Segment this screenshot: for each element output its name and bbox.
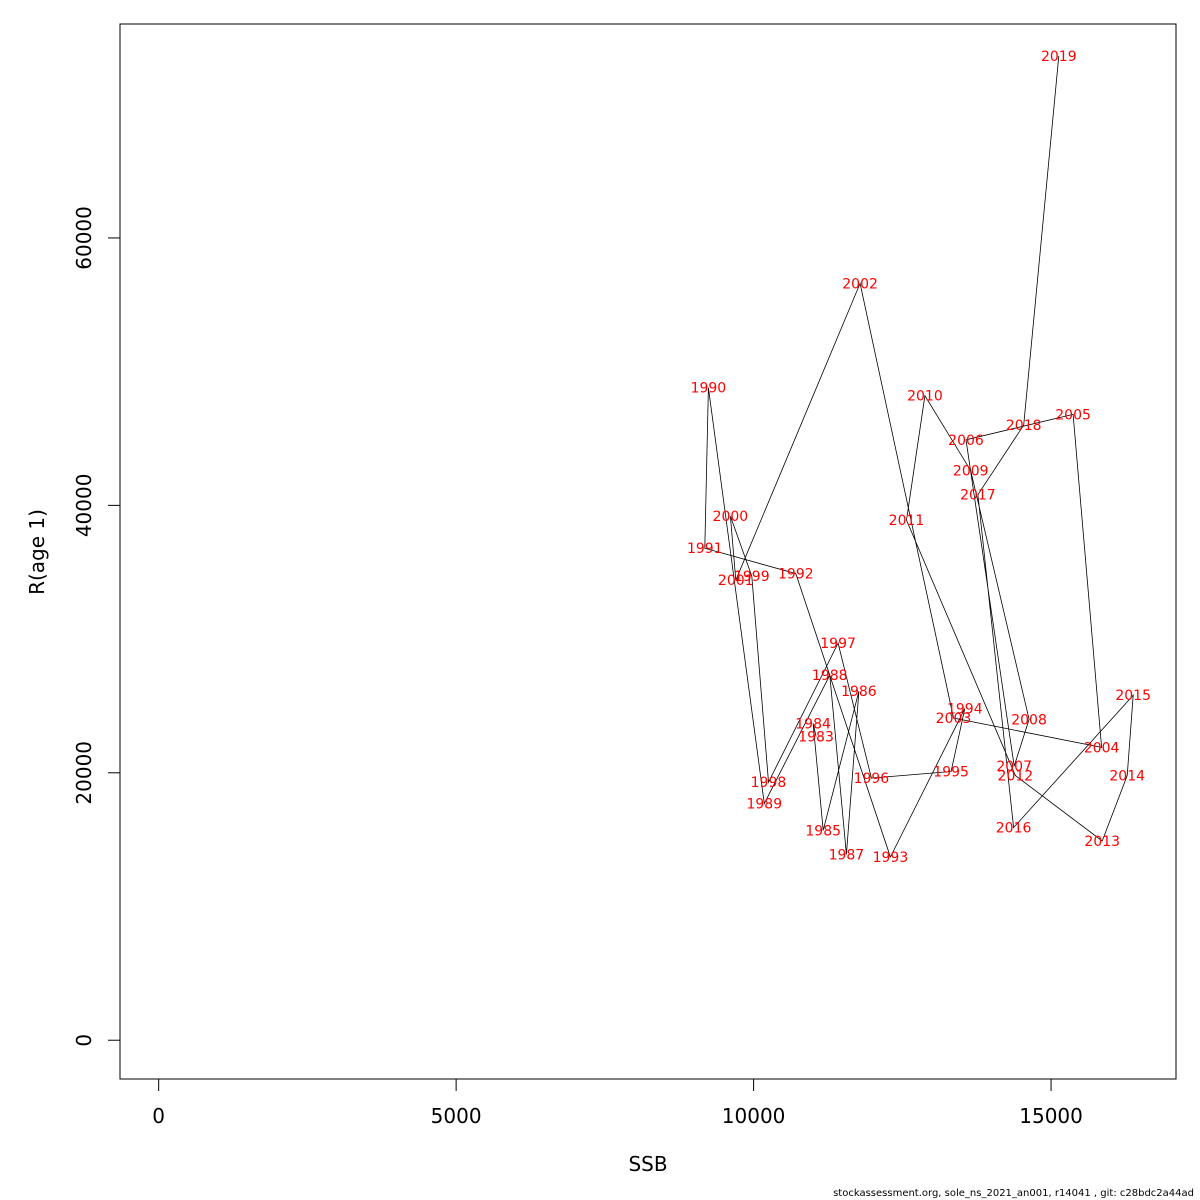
- y-axis-title: R(age 1): [25, 509, 49, 595]
- year-label-1985: 1985: [805, 823, 841, 839]
- year-label-2014: 2014: [1109, 768, 1145, 784]
- year-label-2002: 2002: [842, 276, 878, 292]
- year-label-1995: 1995: [933, 764, 969, 780]
- year-label-2011: 2011: [889, 513, 925, 529]
- year-label-2018: 2018: [1006, 418, 1042, 434]
- year-label-1992: 1992: [778, 567, 814, 583]
- year-label-2012: 2012: [998, 768, 1034, 784]
- x-tick-label: 10000: [722, 1104, 786, 1128]
- year-label-1989: 1989: [746, 797, 782, 813]
- year-label-2000: 2000: [713, 509, 749, 525]
- year-label-1996: 1996: [854, 771, 890, 787]
- year-label-2016: 2016: [996, 821, 1032, 837]
- year-label-1990: 1990: [691, 381, 727, 397]
- y-tick-label: 60000: [72, 206, 96, 270]
- x-axis: 0 5000 10000 15000: [152, 1078, 1083, 1128]
- year-label-2015: 2015: [1115, 688, 1151, 704]
- year-label-2003: 2003: [936, 711, 972, 727]
- year-label-1987: 1987: [829, 847, 865, 863]
- year-label-2017: 2017: [960, 488, 996, 504]
- year-label-1999: 1999: [734, 569, 770, 585]
- year-label-1984: 1984: [795, 716, 831, 732]
- year-label-2006: 2006: [948, 433, 984, 449]
- y-tick-label: 0: [72, 1034, 96, 1047]
- recruitment-trajectory-line: [704, 56, 1134, 859]
- x-tick-label: 5000: [431, 1104, 482, 1128]
- year-label-1988: 1988: [812, 668, 848, 684]
- year-label-2013: 2013: [1084, 834, 1120, 850]
- y-tick-label: 40000: [72, 474, 96, 538]
- year-label-2008: 2008: [1011, 712, 1047, 728]
- plot-frame: [119, 23, 1177, 1080]
- year-label-2010: 2010: [907, 389, 943, 405]
- year-label-1998: 1998: [751, 775, 787, 791]
- year-label-2019: 2019: [1041, 49, 1077, 65]
- x-axis-title: SSB: [628, 1152, 667, 1176]
- year-label-2004: 2004: [1084, 740, 1120, 756]
- year-label-1994: 1994: [947, 702, 983, 718]
- x-tick-label: 0: [152, 1104, 165, 1128]
- year-label-1993: 1993: [873, 850, 909, 866]
- year-label-1991: 1991: [687, 541, 723, 557]
- y-tick-label: 20000: [72, 741, 96, 805]
- year-label-2009: 2009: [953, 464, 989, 480]
- footer-source-text: stockassessment.org, sole_ns_2021_an001,…: [833, 1188, 1194, 1199]
- year-label-1997: 1997: [820, 636, 856, 652]
- year-label-1983: 1983: [798, 730, 834, 746]
- y-axis: 0 20000 40000 60000: [72, 206, 121, 1047]
- year-label-2005: 2005: [1055, 407, 1091, 423]
- year-label-1986: 1986: [841, 684, 877, 700]
- x-tick-label: 15000: [1019, 1104, 1083, 1128]
- year-label-2007: 2007: [996, 759, 1032, 775]
- year-label-2001: 2001: [718, 573, 754, 589]
